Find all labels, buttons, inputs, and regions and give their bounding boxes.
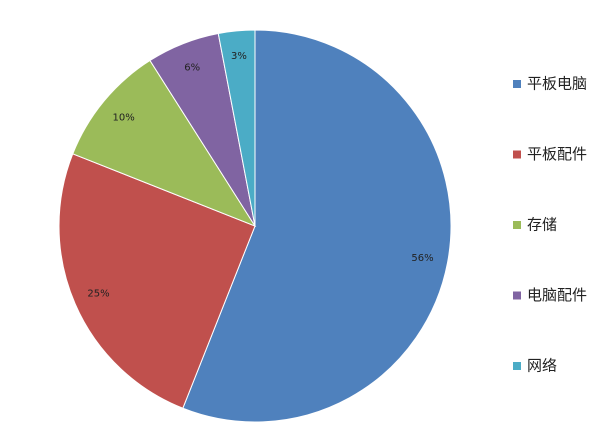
value-label: 3%	[231, 51, 247, 62]
pie-slice	[182, 29, 452, 423]
pie-slice	[72, 59, 257, 228]
legend-label: 存储	[527, 216, 557, 234]
legend-swatch	[513, 221, 521, 229]
legend-swatch	[513, 291, 521, 300]
pie-slice	[58, 153, 256, 409]
value-label: 56%	[411, 253, 433, 264]
legend-label: 电脑配件	[527, 286, 587, 304]
value-label: 10%	[112, 112, 134, 123]
legend-label: 平板配件	[527, 145, 587, 163]
legend-swatch	[513, 150, 521, 159]
legend-swatch	[513, 362, 521, 370]
legend-swatch	[513, 80, 521, 88]
value-label: 25%	[87, 289, 109, 300]
legend-label: 网络	[527, 357, 557, 375]
pie-slice	[217, 29, 256, 227]
value-label: 6%	[184, 62, 200, 73]
legend-label: 平板电脑	[527, 75, 587, 93]
